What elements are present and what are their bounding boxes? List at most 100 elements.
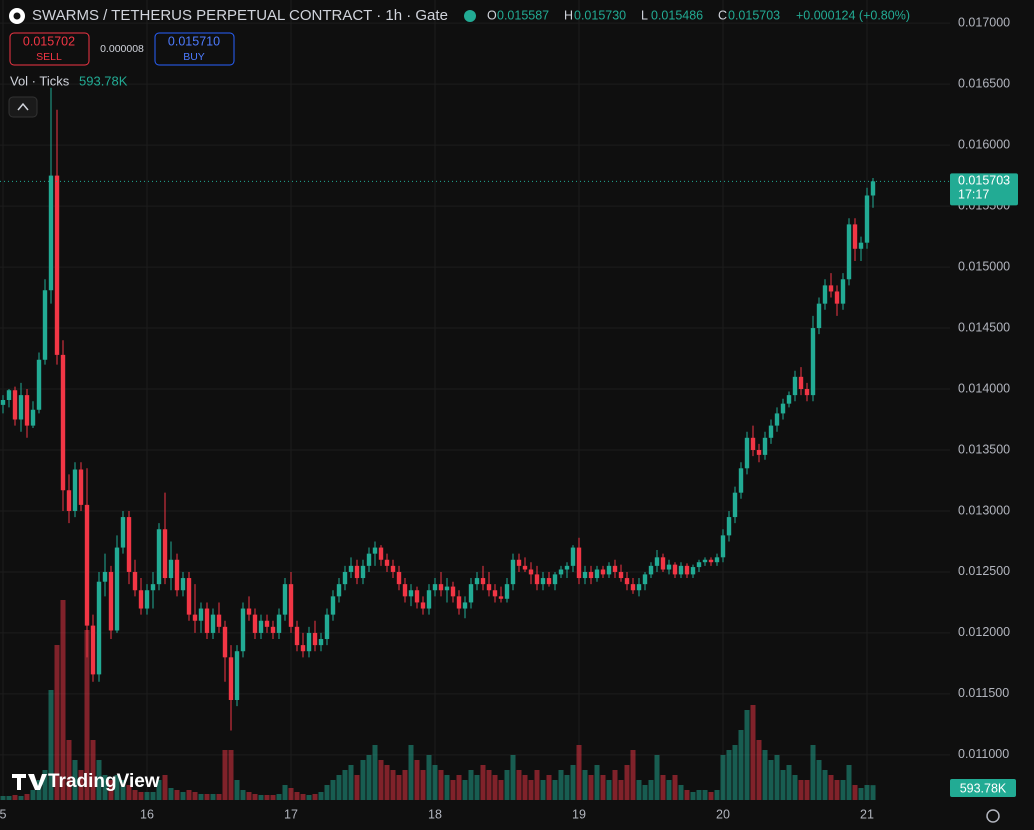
- volume-bar: [702, 790, 708, 800]
- volume-bar: [150, 792, 156, 800]
- candle-body: [480, 578, 486, 585]
- ohlc-value: 0.015730: [574, 8, 626, 22]
- candle-body: [36, 359, 42, 410]
- volume-bar: [678, 785, 684, 800]
- candle-body: [120, 517, 126, 548]
- candle-body: [840, 279, 846, 304]
- candle-body: [864, 195, 870, 243]
- candle-body: [162, 529, 168, 579]
- candle-body: [234, 651, 240, 700]
- candle-body: [696, 562, 702, 568]
- volume-bar: [630, 750, 636, 800]
- candle-body: [576, 547, 582, 579]
- candle-body: [714, 557, 720, 563]
- volume-bar: [288, 788, 294, 800]
- candle-body: [474, 578, 480, 585]
- volume-bar: [540, 780, 546, 800]
- volume-bar: [576, 745, 582, 800]
- volume-bar: [78, 770, 84, 800]
- candle-body: [126, 517, 132, 572]
- volume-bar: [108, 780, 114, 800]
- symbol-logo-mark: [13, 12, 21, 20]
- candle-body: [12, 390, 18, 420]
- candle-body: [738, 468, 744, 493]
- y-tick-label: 0.013000: [958, 503, 1010, 517]
- candle-body: [192, 614, 198, 621]
- volume-bar: [660, 775, 666, 800]
- buy-button[interactable]: [154, 32, 235, 66]
- candle-body: [90, 625, 96, 675]
- candle-body: [768, 425, 774, 438]
- candle-body: [282, 584, 288, 615]
- volume-bar: [282, 785, 288, 800]
- volume-bar: [270, 795, 276, 800]
- candle-body: [414, 590, 420, 603]
- candle-body: [678, 565, 684, 575]
- candle-body: [852, 224, 858, 249]
- volume-bar: [762, 750, 768, 800]
- candle-body: [654, 557, 660, 566]
- volume-bar: [726, 750, 732, 800]
- volume-bar: [606, 780, 612, 800]
- volume-bar: [114, 775, 120, 800]
- ohlc-legend: O 0.015587 H 0.015730 L 0.015486 C 0.015703 +0.0…: [487, 8, 910, 22]
- volume-bar: [768, 760, 774, 800]
- candle-body: [342, 571, 348, 585]
- candle-body: [228, 657, 234, 700]
- volume-bar: [276, 794, 282, 800]
- volume-tag: [950, 779, 1016, 797]
- candle-body: [18, 395, 24, 420]
- candle-body: [462, 602, 468, 609]
- volume-bar: [714, 790, 720, 800]
- volume-bar: [582, 770, 588, 800]
- symbol-title: SWARMS / TETHERUS PERPETUAL CONTRACT · 1…: [32, 7, 448, 24]
- volume-legend-value: 593.78K: [79, 73, 128, 88]
- volume-bar: [300, 794, 306, 800]
- settings-icon[interactable]: [986, 809, 1000, 823]
- sell-label: SELL: [36, 51, 62, 63]
- candle-body: [48, 175, 54, 291]
- volume-bar: [264, 795, 270, 800]
- volume-bar: [348, 765, 354, 800]
- candle-body: [720, 535, 726, 558]
- volume-bar: [12, 795, 18, 800]
- y-tick-label: 0.016500: [958, 76, 1010, 90]
- volume-bar: [138, 792, 144, 800]
- candle-body: [174, 559, 180, 591]
- volume-bar: [780, 770, 786, 800]
- candle-body: [288, 584, 294, 627]
- volume-bar: [810, 745, 816, 800]
- volume-bar: [246, 792, 252, 800]
- x-tick-label: 5: [0, 807, 7, 821]
- volume-bar: [492, 775, 498, 800]
- candle-body: [330, 596, 336, 615]
- candle-body: [450, 586, 456, 597]
- candle-body: [156, 529, 162, 585]
- volume-bar: [24, 794, 30, 800]
- candle-body: [222, 626, 228, 658]
- volume-bar: [504, 770, 510, 800]
- candle-body: [492, 590, 498, 597]
- sell-button[interactable]: [9, 32, 90, 66]
- collapse-button[interactable]: [8, 96, 38, 118]
- candle-body: [468, 584, 474, 603]
- volume-bar: [444, 775, 450, 800]
- candle-body: [24, 395, 30, 426]
- volume-bar: [864, 785, 870, 800]
- candle-body: [402, 584, 408, 597]
- y-tick-label: 0.014500: [958, 320, 1010, 334]
- volume-bar: [672, 775, 678, 800]
- volume-bar: [462, 780, 468, 800]
- y-tick-label: 0.017000: [958, 15, 1010, 29]
- candle-body: [66, 490, 72, 511]
- candle-body: [252, 614, 258, 633]
- candle-body: [588, 571, 594, 579]
- candle-body: [612, 565, 618, 572]
- candle-body: [672, 564, 678, 575]
- volume-bar: [570, 765, 576, 800]
- brand-logo: [12, 774, 47, 790]
- candle-body: [522, 565, 528, 570]
- volume-bar: [516, 770, 522, 800]
